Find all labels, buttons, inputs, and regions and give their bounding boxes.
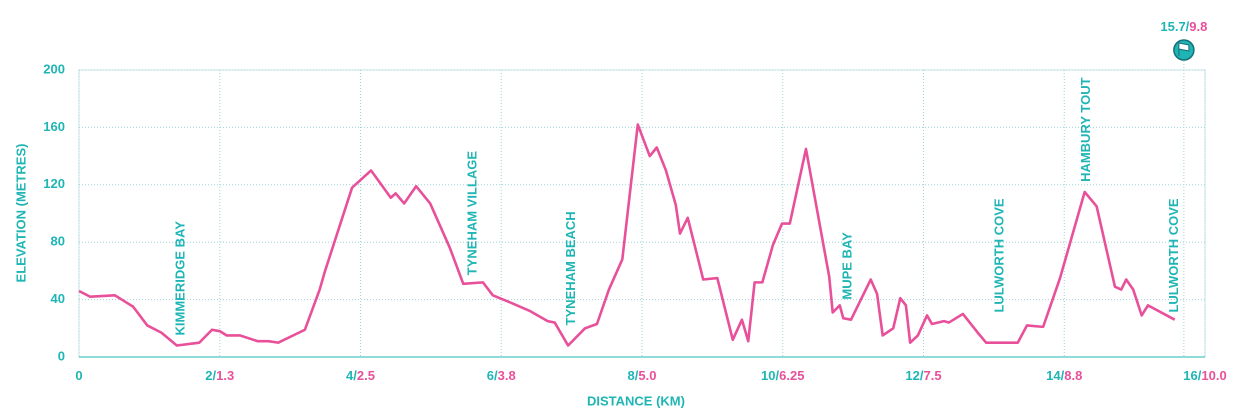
y-tick-label: 40 [51, 291, 65, 306]
place-label: MUPE BAY [840, 232, 855, 300]
y-tick-label: 160 [43, 119, 65, 134]
y-tick-label: 200 [43, 61, 65, 76]
x-tick-km: 0 [75, 368, 82, 383]
x-tick-km: 8/ [628, 368, 639, 383]
finish-flag [1178, 42, 1190, 56]
x-tick-label: 12/7.5 [905, 368, 941, 383]
place-label: TYNEHAM BEACH [563, 211, 578, 325]
x-tick-km: 10/ [761, 368, 779, 383]
x-tick-label: 0 [75, 368, 82, 383]
x-tick-label: 14/8.8 [1046, 368, 1082, 383]
x-tick-miles: 1.3 [216, 368, 234, 383]
x-tick-label: 4/2.5 [346, 368, 375, 383]
place-label: TYNEHAM VILLAGE [465, 151, 480, 276]
place-label: KIMMERIDGE BAY [172, 221, 187, 336]
x-tick-km: 4/ [346, 368, 357, 383]
place-label: LULWORTH COVE [1166, 198, 1181, 312]
elevation-line [78, 123, 1176, 347]
x-tick-label: 16/10.0 [1183, 368, 1226, 383]
y-axis-title: ELEVATION (METRES) [13, 144, 28, 283]
x-tick-miles: 10.0 [1201, 368, 1226, 383]
x-tick-miles: 7.5 [924, 368, 942, 383]
x-tick-miles: 3.8 [498, 368, 516, 383]
x-axis-title: DISTANCE (KM) [587, 393, 685, 408]
x-tick-label: 6/3.8 [487, 368, 516, 383]
x-tick-label: 2/1.3 [205, 368, 234, 383]
x-tick-km: 6/ [487, 368, 498, 383]
x-tick-miles: 2.5 [357, 368, 375, 383]
x-tick-miles: 5.0 [638, 368, 656, 383]
finish-miles: 9.8 [1189, 19, 1207, 34]
finish-label: 15.7/9.8 [1160, 19, 1207, 34]
place-label: HAMBURY TOUT [1078, 77, 1093, 182]
finish-km: 15.7/ [1160, 19, 1189, 34]
x-tick-km: 16/ [1183, 368, 1201, 383]
x-tick-label: 10/6.25 [761, 368, 804, 383]
x-tick-miles: 8.8 [1064, 368, 1082, 383]
y-tick-label: 120 [43, 176, 65, 191]
y-tick-label: 0 [58, 348, 65, 363]
y-tick-label: 80 [51, 234, 65, 249]
x-tick-km: 14/ [1046, 368, 1064, 383]
x-tick-km: 2/ [205, 368, 216, 383]
place-label: LULWORTH COVE [992, 198, 1007, 312]
x-tick-miles: 6.25 [779, 368, 804, 383]
x-tick-km: 12/ [905, 368, 923, 383]
x-tick-label: 8/5.0 [628, 368, 657, 383]
